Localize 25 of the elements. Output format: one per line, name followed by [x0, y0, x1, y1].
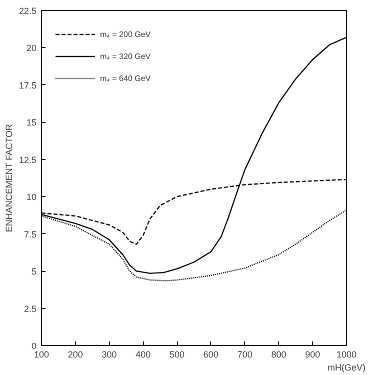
x-tick-label: 200	[68, 350, 83, 360]
y-tick-label: 17.5	[18, 80, 37, 90]
y-tick-label: 22.5	[18, 6, 37, 16]
x-axis-title: mH(GeV)	[328, 362, 366, 372]
y-tick-label: 5	[31, 266, 37, 277]
x-tick-label: 700	[237, 350, 252, 360]
x-tick-label: 500	[170, 350, 185, 360]
x-tick-label: 800	[271, 350, 286, 360]
y-tick-label: 12.5	[18, 154, 37, 165]
legend-label: m₄ = 200 GeV	[100, 30, 151, 38]
x-tick-label: 300	[102, 350, 117, 360]
x-tick-label: 900	[305, 350, 320, 360]
legend-label: m₄ = 640 GeV	[100, 74, 151, 82]
x-tick-label: 600	[203, 350, 218, 360]
y-tick-label: 10	[26, 192, 37, 202]
y-tick-label: 2.5	[24, 304, 37, 314]
y-axis-title: ENHANCEMENT FACTOR	[4, 123, 14, 232]
y-tick-label: 15	[26, 118, 37, 128]
x-tick-label: 100	[34, 350, 50, 360]
legend-label: m₄ = 320 GeV	[100, 52, 151, 60]
y-tick-label: 20	[26, 43, 37, 54]
x-tick-label: 400	[136, 350, 151, 360]
y-tick-label: 0	[31, 341, 37, 351]
y-tick-label: 7.5	[24, 229, 37, 240]
x-tick-label: 1000	[336, 350, 357, 360]
